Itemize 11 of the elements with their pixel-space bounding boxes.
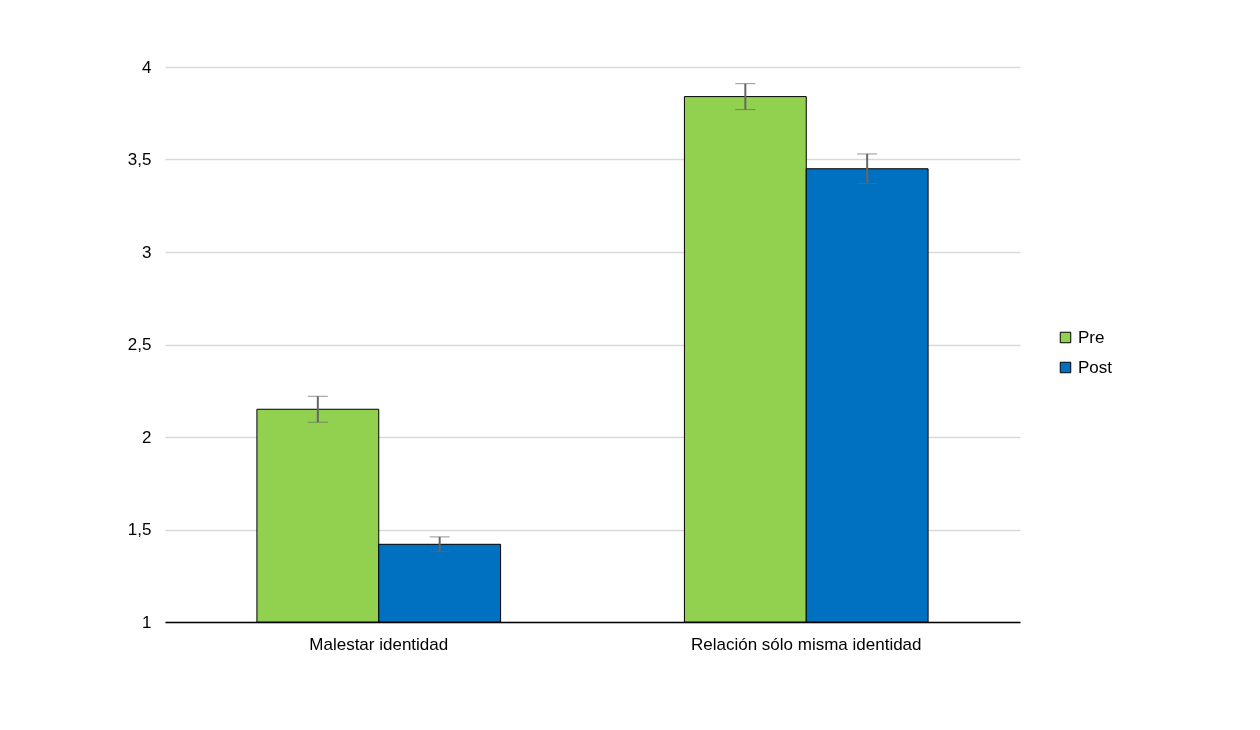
- y-tick-label: 1,5: [127, 520, 152, 539]
- x-tick-label: Relación sólo misma identidad: [690, 634, 922, 654]
- y-tick-label: 2: [142, 427, 152, 447]
- y-tick-label: 1: [142, 612, 152, 632]
- y-tick-label: 3,5: [127, 150, 152, 169]
- legend-label: Post: [1078, 357, 1113, 377]
- y-tick-label: 2,5: [127, 335, 152, 354]
- y-tick-label: 4: [142, 57, 152, 77]
- legend-label: Pre: [1078, 327, 1105, 347]
- x-tick-label: Malestar identidad: [309, 634, 449, 654]
- y-tick-label: 3: [142, 242, 152, 262]
